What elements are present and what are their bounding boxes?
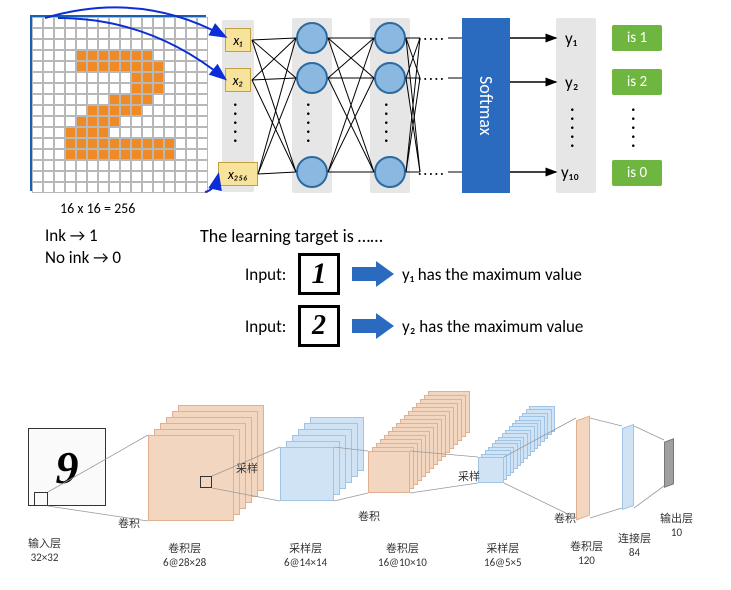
input-label-2: Input: xyxy=(245,316,286,337)
max-text-1: y₁ has the maximum value xyxy=(402,264,582,285)
learning-target-text: The learning target is …… xyxy=(200,225,383,247)
input-digit-1: 1 xyxy=(298,253,340,295)
input-digit-2: 2 xyxy=(298,305,340,347)
cnn-architecture: 9输入层32×32卷积卷积层6@28×28采样采样层6@14×14卷积卷积层16… xyxy=(0,360,731,588)
input-label-1: Input: xyxy=(245,264,286,285)
connections-svg xyxy=(0,0,731,350)
max-text-2: y₂ has the maximum value xyxy=(402,316,583,337)
